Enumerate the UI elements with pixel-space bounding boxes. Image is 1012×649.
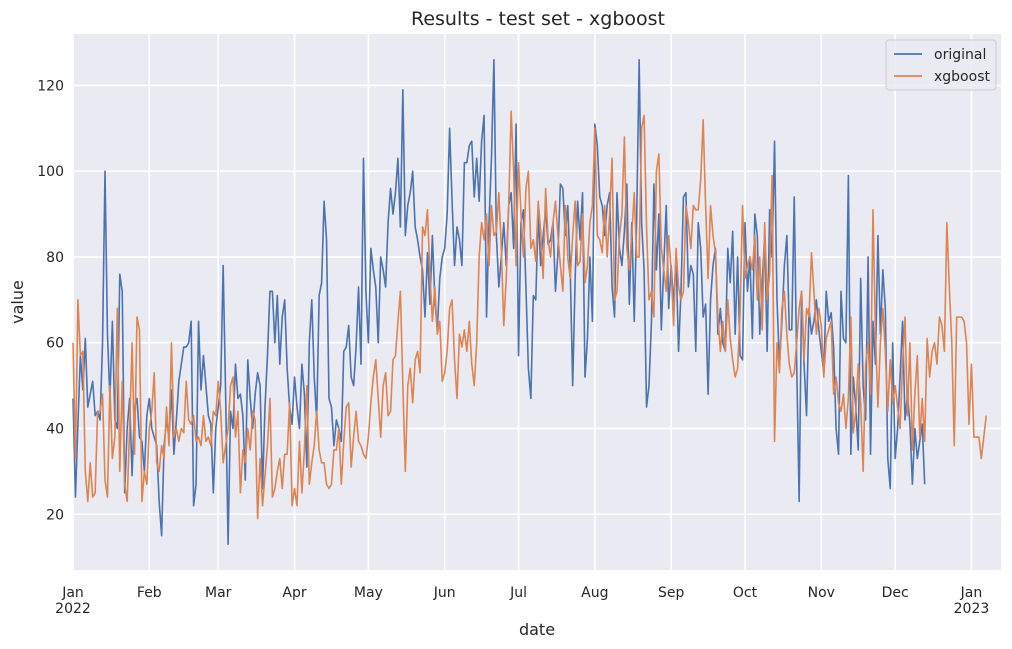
x-tick-label: Sep — [658, 585, 685, 601]
x-tick-label: Mar — [205, 585, 232, 601]
y-tick-label: 120 — [37, 78, 64, 94]
y-tick-label: 40 — [46, 421, 64, 437]
x-tick-label: Oct — [733, 585, 758, 601]
x-tick-label: Apr — [282, 585, 306, 601]
x-tick-label: Nov — [808, 585, 835, 601]
x-tick-year-label: 2022 — [55, 601, 91, 617]
y-axis-label: value — [8, 280, 27, 324]
x-tick-label: May — [354, 585, 383, 601]
series-layer — [72, 58, 988, 546]
x-tick-label: Jan — [960, 585, 983, 601]
legend-box — [885, 39, 997, 91]
series-line-xgboost — [72, 110, 988, 520]
legend-label-original: original — [934, 47, 986, 63]
x-tick-label: Jan — [61, 585, 84, 601]
y-tick-label: 100 — [37, 164, 64, 180]
legend: original xgboost — [885, 39, 997, 91]
y-tick-label: 20 — [46, 507, 64, 523]
y-tick-label: 60 — [46, 336, 64, 352]
x-tick-label: Jul — [509, 585, 527, 601]
x-tick-label: Feb — [137, 585, 162, 601]
x-tick-label: Jun — [433, 585, 456, 601]
y-axis-ticks: 20 40 60 80 100 120 — [37, 78, 64, 523]
legend-label-xgboost: xgboost — [934, 69, 990, 85]
y-tick-label: 80 — [46, 250, 64, 266]
x-tick-label: Dec — [882, 585, 909, 601]
chart-title: Results - test set - xgboost — [411, 8, 665, 30]
x-tick-label: Aug — [581, 585, 608, 601]
x-axis-label: date — [519, 620, 555, 639]
x-tick-year-label: 2023 — [954, 601, 990, 617]
